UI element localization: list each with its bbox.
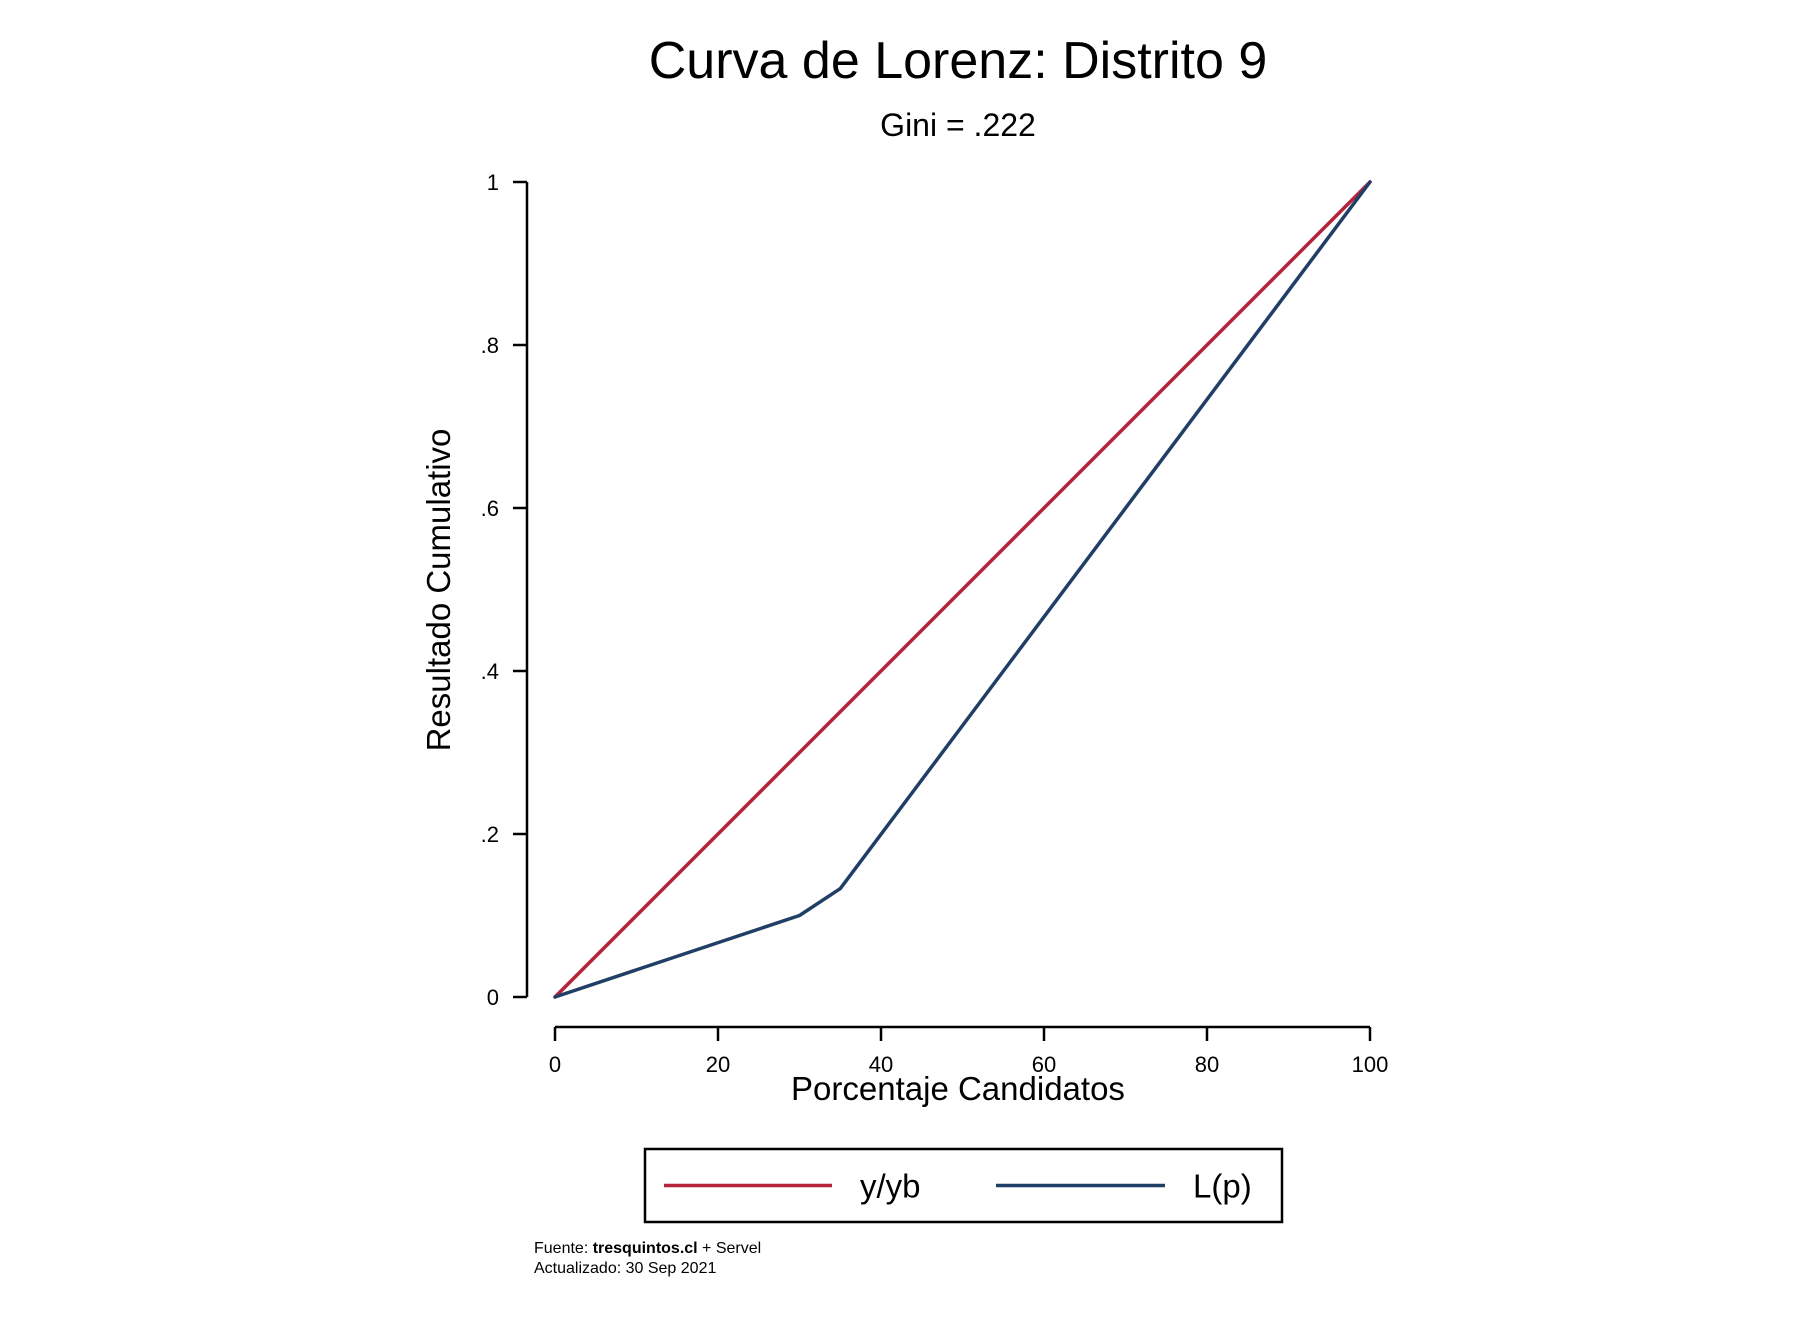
x-tick-label: 40 <box>869 1052 893 1077</box>
x-axis-label: Porcentaje Candidatos <box>791 1070 1125 1107</box>
footer-updated: Actualizado: 30 Sep 2021 <box>534 1260 716 1277</box>
x-tick-label: 60 <box>1032 1052 1056 1077</box>
y-axis-label: Resultado Cumulativo <box>420 429 457 752</box>
axes: 0 .2 .4 .6 .8 1 0 20 40 60 80 100 <box>481 170 1389 1077</box>
footer-source-suffix: + Servel <box>698 1240 762 1257</box>
x-tick-label: 20 <box>706 1052 730 1077</box>
chart-subtitle: Gini = .222 <box>880 107 1036 143</box>
y-tick-label: .8 <box>481 333 499 358</box>
footer-source: Fuente: tresquintos.cl + Servel <box>534 1240 761 1257</box>
series-line-2 <box>553 180 1372 999</box>
footer-source-site: tresquintos.cl <box>593 1240 698 1257</box>
y-tick-label: .6 <box>481 496 499 521</box>
footer-source-prefix: Fuente: <box>534 1240 593 1257</box>
legend: y/yb L(p) <box>643 1147 1284 1224</box>
legend-label: L(p) <box>1193 1168 1252 1205</box>
plot-lines <box>553 180 1372 999</box>
x-tick-label: 100 <box>1352 1052 1389 1077</box>
x-tick-label: 0 <box>549 1052 561 1077</box>
y-tick-label: .2 <box>481 822 499 847</box>
y-tick-label: .4 <box>481 659 499 684</box>
y-tick-label: 1 <box>487 170 499 195</box>
x-tick-label: 80 <box>1195 1052 1219 1077</box>
chart-title: Curva de Lorenz: Distrito 9 <box>649 32 1268 90</box>
y-tick-label: 0 <box>487 985 499 1010</box>
legend-label: y/yb <box>860 1168 921 1205</box>
series-line-1 <box>553 180 1372 999</box>
